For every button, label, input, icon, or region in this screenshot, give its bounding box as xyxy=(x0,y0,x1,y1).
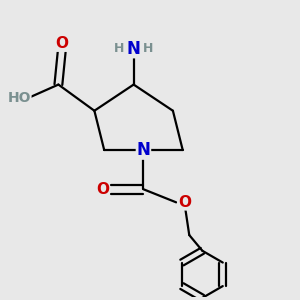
Text: O: O xyxy=(55,36,68,51)
Text: O: O xyxy=(178,195,191,210)
Text: H: H xyxy=(114,42,124,55)
Text: O: O xyxy=(96,182,109,197)
Text: HO: HO xyxy=(8,91,31,105)
Text: N: N xyxy=(136,141,150,159)
Text: N: N xyxy=(127,40,141,58)
Text: H: H xyxy=(143,42,154,55)
